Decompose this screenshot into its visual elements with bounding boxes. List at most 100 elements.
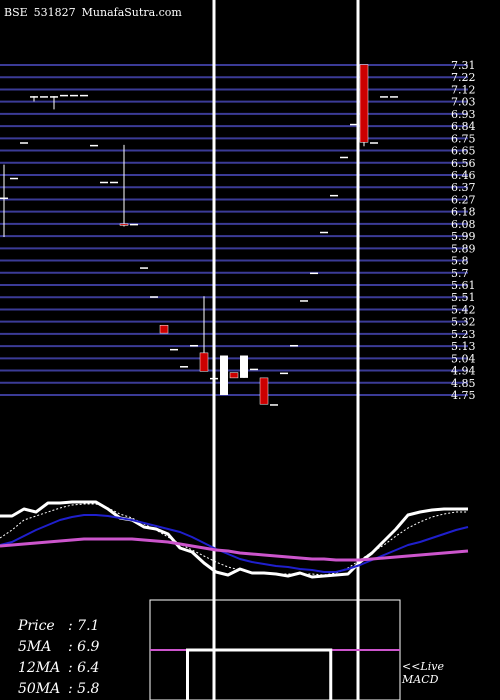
price-tick-label: 5.42 bbox=[451, 303, 476, 316]
price-tick-label: 6.46 bbox=[451, 169, 476, 182]
indicator-line-momentum bbox=[0, 500, 468, 579]
candle-body bbox=[390, 96, 398, 98]
candle-body bbox=[119, 223, 129, 226]
exchange-label: BSE bbox=[4, 6, 28, 19]
price-tick-label: 5.04 bbox=[451, 352, 476, 365]
stat-value: : 6.9 bbox=[68, 639, 100, 655]
price-tick-label: 5.61 bbox=[451, 279, 476, 292]
price-tick-label: 6.56 bbox=[451, 157, 476, 170]
candle-body bbox=[90, 144, 98, 147]
price-stats: Price : 7.1 5MA : 6.9 12MA : 6.4 50MA : 5.8 bbox=[18, 616, 99, 700]
price-tick-label: 5.13 bbox=[451, 340, 476, 353]
candle-body bbox=[180, 366, 188, 368]
candle-body bbox=[340, 156, 348, 159]
candle-body bbox=[0, 197, 8, 200]
live-macd-link[interactable]: <<Live MACD bbox=[402, 660, 444, 686]
candle-body bbox=[330, 194, 338, 197]
candle-body bbox=[359, 64, 369, 143]
stat-5ma: 5MA : 6.9 bbox=[18, 637, 99, 658]
stat-label: 50MA bbox=[18, 681, 61, 697]
price-tick-label: 5.23 bbox=[451, 328, 476, 341]
candle-body bbox=[190, 344, 198, 347]
macd-panel bbox=[149, 599, 401, 700]
candle-body bbox=[130, 223, 138, 226]
stat-price: Price : 7.1 bbox=[18, 616, 99, 637]
price-tick-labels: 7.317.227.127.036.936.846.756.656.566.46… bbox=[451, 59, 476, 402]
price-tick-label: 5.7 bbox=[451, 267, 469, 280]
candle-body bbox=[270, 404, 278, 406]
candle-body bbox=[100, 181, 108, 184]
candle-body bbox=[60, 94, 68, 97]
candle-body bbox=[30, 96, 38, 98]
macd-label: MACD bbox=[402, 673, 439, 686]
price-tick-label: 7.12 bbox=[451, 83, 476, 96]
price-tick-label: 7.22 bbox=[451, 71, 476, 84]
price-tick-label: 4.94 bbox=[451, 365, 476, 378]
price-tick-label: 6.75 bbox=[451, 132, 476, 145]
candle-body bbox=[199, 352, 209, 372]
candle-body bbox=[259, 377, 269, 405]
price-tick-label: 5.8 bbox=[451, 255, 469, 268]
price-tick-label: 4.75 bbox=[451, 389, 476, 402]
price-tick-label: 6.65 bbox=[451, 145, 476, 158]
candle-body bbox=[140, 267, 148, 269]
candle-body bbox=[150, 296, 158, 298]
price-tick-label: 5.99 bbox=[451, 230, 476, 243]
price-tick-label: 6.08 bbox=[451, 218, 476, 231]
candle-body bbox=[229, 372, 239, 379]
candle-body bbox=[40, 96, 48, 98]
price-tick-label: 5.89 bbox=[451, 242, 476, 255]
price-tick-label: 6.27 bbox=[451, 193, 476, 206]
price-tick-label: 5.32 bbox=[451, 316, 476, 329]
candle-body bbox=[320, 231, 328, 234]
price-tick-label: 6.18 bbox=[451, 206, 476, 219]
candle-body bbox=[290, 344, 298, 347]
period-separators bbox=[212, 0, 360, 700]
scrip-code: 531827 bbox=[33, 6, 76, 19]
candle-body bbox=[20, 142, 28, 144]
chart-header: BSE 531827 MunafaSutra.com bbox=[4, 6, 188, 19]
stat-value: : 6.4 bbox=[68, 660, 100, 676]
stat-label: 5MA bbox=[18, 639, 52, 655]
indicator-line-fast bbox=[0, 503, 468, 576]
price-tick-label: 7.03 bbox=[451, 96, 476, 109]
stat-12ma: 12MA : 6.4 bbox=[18, 658, 99, 679]
candle-body bbox=[240, 355, 248, 378]
site-name: MunafaSutra.com bbox=[81, 6, 182, 19]
candle-body bbox=[220, 355, 228, 395]
price-tick-label: 6.93 bbox=[451, 108, 476, 121]
candle-body bbox=[300, 300, 308, 302]
stat-value: : 7.1 bbox=[68, 618, 100, 634]
candle-body bbox=[310, 272, 318, 275]
price-tick-label: 5.51 bbox=[451, 291, 476, 304]
candlestick-series bbox=[0, 64, 398, 406]
candle-body bbox=[10, 177, 18, 180]
candle-body bbox=[370, 142, 378, 144]
stat-label: 12MA bbox=[18, 660, 61, 676]
candle-body bbox=[350, 123, 358, 126]
price-tick-label: 6.37 bbox=[451, 181, 476, 194]
candle-body bbox=[380, 96, 388, 98]
candle-body bbox=[70, 94, 78, 97]
candle-body bbox=[250, 368, 258, 371]
stat-label: Price bbox=[18, 618, 55, 634]
indicator-panel bbox=[0, 500, 469, 579]
candle-body bbox=[110, 181, 118, 184]
candle-body bbox=[170, 348, 178, 351]
indicator-line-slow bbox=[0, 537, 469, 562]
indicator-line-mid bbox=[0, 514, 469, 573]
candle-body bbox=[80, 94, 88, 97]
candle-body bbox=[280, 372, 288, 375]
price-tick-label: 7.31 bbox=[451, 59, 476, 72]
live-label: <<Live bbox=[402, 660, 444, 673]
price-grid bbox=[0, 64, 468, 396]
macd-histogram bbox=[186, 648, 333, 700]
price-tick-label: 6.84 bbox=[451, 120, 476, 133]
candle-body bbox=[50, 96, 58, 98]
price-tick-label: 4.85 bbox=[451, 377, 476, 390]
stat-50ma: 50MA : 5.8 bbox=[18, 679, 99, 700]
stat-value: : 5.8 bbox=[68, 681, 100, 697]
candle-body bbox=[159, 324, 169, 334]
